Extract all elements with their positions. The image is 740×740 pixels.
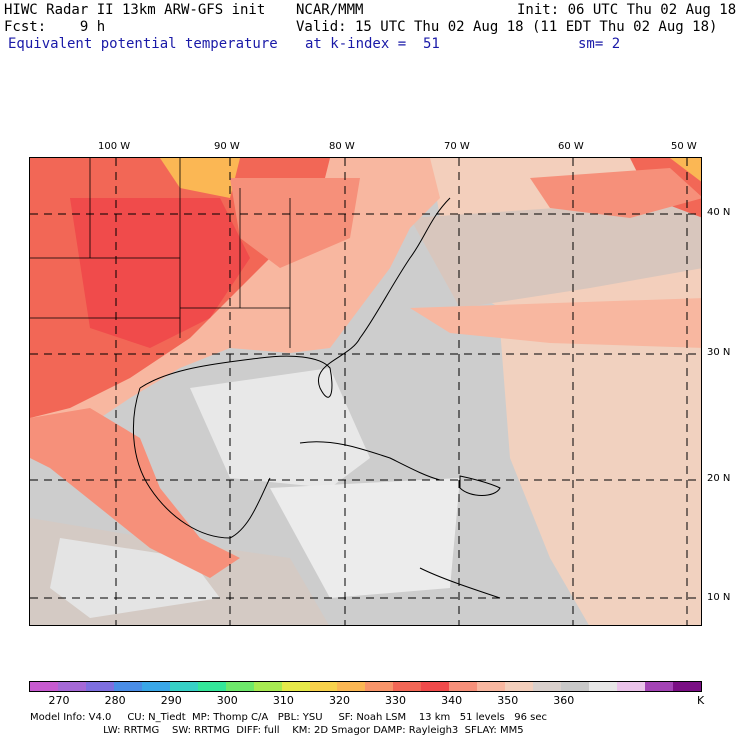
colorbar-unit: K <box>697 694 705 707</box>
lon-tick-50w: 50 W <box>671 141 697 152</box>
colorbar-swatch <box>672 682 701 691</box>
colorbar-swatch <box>589 682 618 691</box>
colorbar-label: 330 <box>385 694 407 707</box>
colorbar-label: 290 <box>160 694 182 707</box>
title-line1-left: HIWC Radar II 13km ARW-GFS init <box>4 2 266 18</box>
lon-tick-70w: 70 W <box>444 141 470 152</box>
colorbar-label: 300 <box>216 694 238 707</box>
valid-time: Valid: 15 UTC Thu 02 Aug 18 (11 EDT Thu … <box>296 19 718 35</box>
colorbar-swatch <box>169 682 198 691</box>
colorbar-swatch <box>449 682 478 691</box>
map-panel <box>29 157 702 626</box>
level-label: at k-index = 51 <box>305 36 440 52</box>
colorbar-swatch <box>477 682 506 691</box>
colorbar-swatch <box>505 682 534 691</box>
init-time: Init: 06 UTC Thu 02 Aug 18 <box>517 2 737 18</box>
title-line1-mid: NCAR/MMM <box>296 2 364 18</box>
lat-tick-20n: 20 N <box>707 473 731 484</box>
lat-tick-10n: 10 N <box>707 592 731 603</box>
colorbar-swatch <box>617 682 645 691</box>
smoothing-label: sm= 2 <box>578 36 621 52</box>
lon-tick-90w: 90 W <box>214 141 240 152</box>
colorbar-swatch <box>85 682 114 691</box>
field-name: Equivalent potential temperature <box>8 36 278 52</box>
colorbar-swatch <box>141 682 170 691</box>
colorbar-label: 270 <box>48 694 70 707</box>
colorbar-swatch <box>644 682 673 691</box>
colorbar-label: 340 <box>441 694 463 707</box>
colorbar-label: 310 <box>272 694 294 707</box>
lat-tick-40n: 40 N <box>707 207 731 218</box>
colorbar-swatch <box>365 682 394 691</box>
colorbar-swatch <box>393 682 422 691</box>
forecast-hour: Fcst: 9 h <box>4 19 106 35</box>
colorbar-label: 360 <box>553 694 575 707</box>
lat-tick-30n: 30 N <box>707 347 731 358</box>
colorbar-label: 350 <box>497 694 519 707</box>
lon-tick-60w: 60 W <box>558 141 584 152</box>
colorbar <box>29 681 702 692</box>
model-info-line1: Model Info: V4.0 CU: N_Tiedt MP: Thomp C… <box>30 712 547 723</box>
colorbar-swatch <box>561 682 590 691</box>
colorbar-label: 280 <box>104 694 126 707</box>
colorbar-swatch <box>421 682 450 691</box>
lon-tick-100w: 100 W <box>98 141 131 152</box>
colorbar-swatch <box>253 682 282 691</box>
lon-tick-80w: 80 W <box>329 141 355 152</box>
colorbar-swatch <box>197 682 226 691</box>
colorbar-label: 320 <box>328 694 350 707</box>
colorbar-swatch <box>57 682 86 691</box>
colorbar-swatch <box>337 682 366 691</box>
colorbar-swatch <box>30 682 58 691</box>
model-info-line2: LW: RRTMG SW: RRTMG DIFF: full KM: 2D Sm… <box>30 725 524 736</box>
colorbar-swatch <box>113 682 142 691</box>
equivalent-potential-temperature-map <box>30 158 701 625</box>
colorbar-swatch <box>309 682 338 691</box>
colorbar-swatch <box>281 682 310 691</box>
colorbar-swatch <box>533 682 562 691</box>
colorbar-swatch <box>225 682 254 691</box>
